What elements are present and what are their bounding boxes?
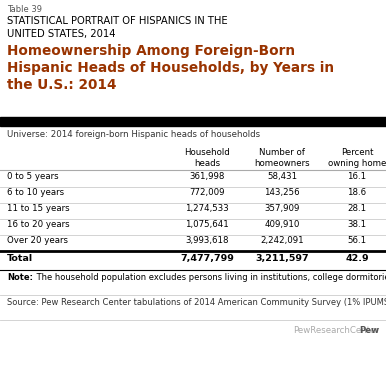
Text: 16 to 20 years: 16 to 20 years xyxy=(7,220,69,229)
Text: Pew: Pew xyxy=(359,326,379,335)
Text: 18.6: 18.6 xyxy=(347,188,367,197)
Text: The household population excludes persons living in institutions, college dormit: The household population excludes person… xyxy=(34,273,386,282)
Text: 143,256: 143,256 xyxy=(264,188,300,197)
Text: Note:: Note: xyxy=(7,273,33,282)
Text: 1,274,533: 1,274,533 xyxy=(185,204,229,213)
Text: 6 to 10 years: 6 to 10 years xyxy=(7,188,64,197)
Bar xyxy=(0,117,386,126)
Text: 357,909: 357,909 xyxy=(264,204,300,213)
Text: 7,477,799: 7,477,799 xyxy=(180,254,234,263)
Text: 56.1: 56.1 xyxy=(347,236,367,245)
Text: 11 to 15 years: 11 to 15 years xyxy=(7,204,69,213)
Text: Source: Pew Research Center tabulations of 2014 American Community Survey (1% IP: Source: Pew Research Center tabulations … xyxy=(7,298,386,307)
Text: Table 39: Table 39 xyxy=(7,5,42,14)
Text: Total: Total xyxy=(7,254,33,263)
Text: Over 20 years: Over 20 years xyxy=(7,236,68,245)
Text: 28.1: 28.1 xyxy=(347,204,367,213)
Text: 1,075,641: 1,075,641 xyxy=(185,220,229,229)
Text: Homeownership Among Foreign-Born
Hispanic Heads of Households, by Years in
the U: Homeownership Among Foreign-Born Hispani… xyxy=(7,44,334,92)
Text: PewResearchCenter: PewResearchCenter xyxy=(293,326,379,335)
Text: 3,993,618: 3,993,618 xyxy=(185,236,229,245)
Text: 16.1: 16.1 xyxy=(347,172,367,181)
Text: 409,910: 409,910 xyxy=(264,220,300,229)
Text: Number of
homeowners: Number of homeowners xyxy=(254,148,310,168)
Text: 772,009: 772,009 xyxy=(189,188,225,197)
Text: 42.9: 42.9 xyxy=(345,254,369,263)
Text: 2,242,091: 2,242,091 xyxy=(260,236,304,245)
Text: 58,431: 58,431 xyxy=(267,172,297,181)
Text: Percent
owning home: Percent owning home xyxy=(328,148,386,168)
Text: Universe: 2014 foreign-born Hispanic heads of households: Universe: 2014 foreign-born Hispanic hea… xyxy=(7,130,260,139)
Text: 3,211,597: 3,211,597 xyxy=(255,254,309,263)
Text: 361,998: 361,998 xyxy=(189,172,225,181)
Text: 0 to 5 years: 0 to 5 years xyxy=(7,172,59,181)
Text: 38.1: 38.1 xyxy=(347,220,367,229)
Text: Household
heads: Household heads xyxy=(184,148,230,168)
Text: STATISTICAL PORTRAIT OF HISPANICS IN THE
UNITED STATES, 2014: STATISTICAL PORTRAIT OF HISPANICS IN THE… xyxy=(7,16,228,39)
